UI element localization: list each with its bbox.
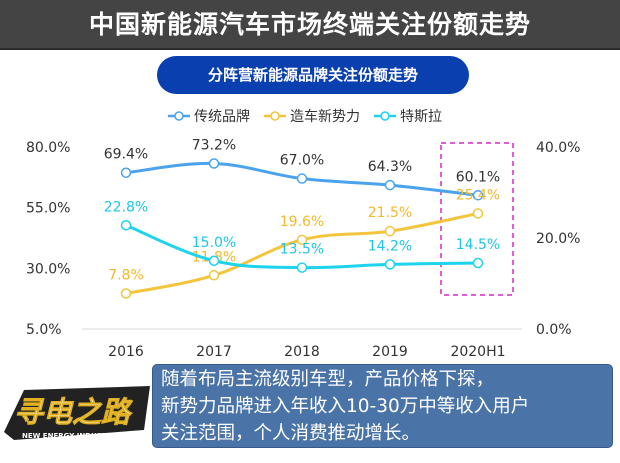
- data-point: [296, 173, 308, 184]
- data-label: 69.4%: [104, 147, 148, 163]
- data-point: [472, 257, 484, 269]
- data-label: 25.4%: [456, 187, 500, 203]
- legend-marker: [174, 111, 184, 121]
- data-label: 60.1%: [456, 169, 500, 185]
- data-point: [296, 262, 308, 273]
- legend-label: 传统品牌: [194, 108, 250, 125]
- data-label: 67.0%: [280, 153, 324, 169]
- data-point: [120, 220, 132, 231]
- left-axis-tick: 30.0%: [26, 261, 70, 277]
- data-point: [208, 255, 220, 266]
- x-axis-tick: 2018: [284, 344, 320, 360]
- page-title: 中国新能源汽车市场终端关注份额走势: [0, 0, 620, 50]
- data-label: 14.2%: [368, 238, 412, 254]
- legend-label: 造车新势力: [290, 108, 360, 125]
- data-point: [120, 288, 132, 299]
- right-axis-tick: 0.0%: [536, 322, 572, 338]
- data-point: [472, 190, 484, 201]
- data-point: [472, 208, 484, 219]
- data-label: 22.8%: [104, 199, 148, 215]
- data-label: 7.8%: [108, 268, 144, 284]
- data-label: 64.3%: [368, 159, 412, 175]
- x-axis-tick: 2020H1: [450, 344, 505, 360]
- data-point: [120, 167, 132, 178]
- legend-label: 特斯拉: [400, 109, 442, 125]
- x-axis-tick: 2016: [108, 344, 144, 360]
- data-point: [384, 179, 396, 191]
- data-point: [384, 259, 396, 270]
- data-point: [208, 158, 220, 169]
- left-axis-tick: 5.0%: [26, 322, 62, 338]
- data-label: 21.5%: [368, 205, 412, 221]
- x-axis-tick: 2019: [372, 344, 408, 360]
- left-axis-tick: 55.0%: [26, 201, 70, 217]
- legend-marker: [270, 111, 280, 121]
- data-label: 73.2%: [192, 138, 236, 154]
- left-axis-tick: 80.0%: [26, 140, 70, 156]
- data-point: [384, 225, 396, 237]
- data-point: [208, 270, 220, 281]
- line-chart: 传统品牌 造车新势力 特斯拉 80.0% 55.0% 30.0% 5.0% 40.0% 20.0…: [26, 108, 580, 360]
- summary-note: 随着布局主流级别车型，产品价格下探， 新势力品牌进入年收入10-30万中等收入用…: [152, 364, 613, 448]
- svg-text:NEW ENERGY INDUSTRY 第一季: NEW ENERGY INDUSTRY 第一季: [22, 431, 141, 440]
- data-label: 13.5%: [280, 242, 324, 258]
- logo: 寻电之路 NEW ENERGY INDUSTRY 第一季: [4, 386, 150, 440]
- x-axis-tick: 2017: [196, 344, 232, 360]
- data-label: 19.6%: [280, 214, 324, 230]
- data-label: 14.5%: [456, 237, 500, 253]
- right-axis-tick: 20.0%: [536, 231, 580, 247]
- data-point: [296, 234, 308, 246]
- svg-text:寻电之路: 寻电之路: [14, 395, 133, 429]
- legend-marker: [380, 111, 390, 121]
- right-axis-tick: 40.0%: [536, 140, 580, 156]
- highlight-box: [440, 142, 514, 296]
- data-label: 15.0%: [192, 235, 236, 251]
- chart-title: 分阵营新能源品牌关注份额走势: [157, 56, 469, 94]
